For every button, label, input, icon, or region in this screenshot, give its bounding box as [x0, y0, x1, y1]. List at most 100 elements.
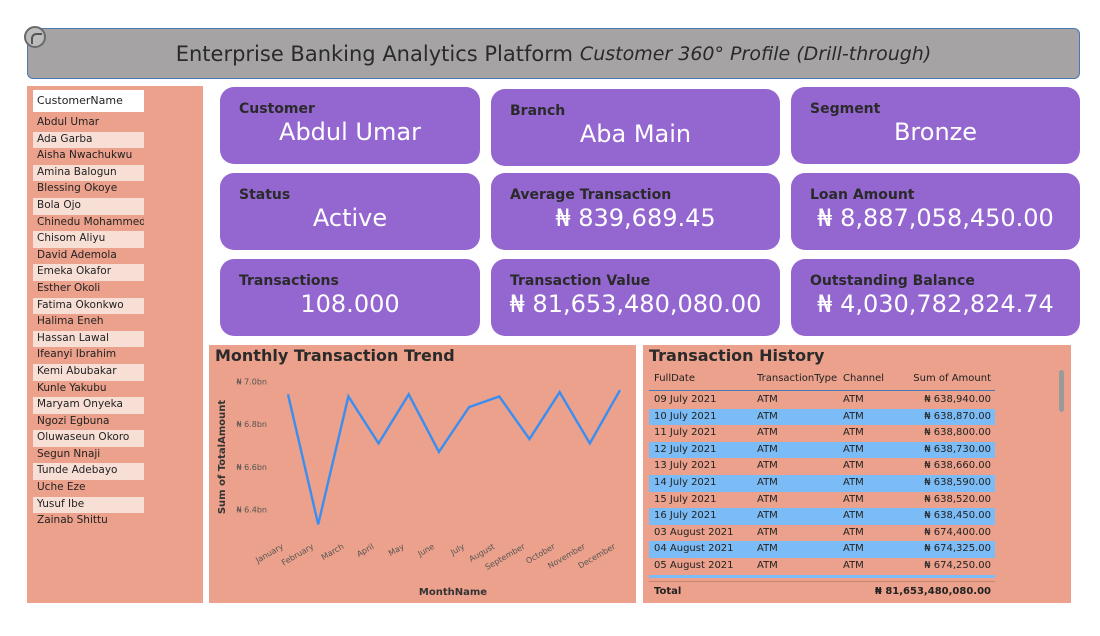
title-bar: Enterprise Banking Analytics Platform Cu… — [27, 28, 1080, 79]
line-chart-svg: ₦ 6.4bn₦ 6.6bn₦ 6.8bn₦ 7.0bnJanuaryFebru… — [217, 378, 623, 598]
card-average-transaction: Average Transaction ₦ 839,689.45 — [491, 173, 780, 250]
column-header[interactable]: TransactionType — [757, 373, 838, 384]
scrollbar[interactable] — [1058, 369, 1066, 601]
card-label: Segment — [810, 101, 881, 117]
column-header[interactable]: Sum of Amount — [913, 373, 991, 384]
data-point[interactable] — [315, 521, 321, 527]
data-point[interactable] — [617, 387, 623, 393]
slicer-item[interactable]: David Ademola — [37, 248, 117, 261]
x-tick-label: July — [448, 542, 466, 558]
card-status: Status Active — [220, 173, 480, 250]
card-label: Transaction Value — [510, 273, 651, 289]
data-point[interactable] — [406, 391, 412, 397]
table-cell: ATM — [843, 476, 864, 488]
slicer-item[interactable]: Chinedu Mohammed — [37, 215, 144, 228]
table-row[interactable]: 03 August 2021 ATM ATM ₦ 674,400.00 — [649, 525, 995, 542]
table-row[interactable]: 05 August 2021 ATM ATM ₦ 674,250.00 — [649, 558, 995, 575]
data-point[interactable] — [587, 440, 593, 446]
table-cell: ₦ 674,325.00 — [924, 543, 991, 555]
card-value: 108.000 — [300, 290, 400, 318]
column-header[interactable]: Channel — [843, 373, 885, 384]
slicer-item[interactable]: Ada Garba — [33, 131, 144, 149]
data-point[interactable] — [557, 389, 563, 395]
page-title: Enterprise Banking Analytics Platform — [175, 41, 573, 66]
refresh-icon[interactable] — [24, 26, 46, 48]
slicer-item[interactable]: Abdul Umar — [37, 116, 100, 128]
table-cell: ₦ 638,870.00 — [924, 410, 991, 422]
card-value: ₦ 4,030,782,824.74 — [817, 290, 1054, 318]
slicer-item[interactable]: Tunde Adebayo — [33, 463, 144, 481]
table-cell: ATM — [757, 427, 778, 439]
data-point[interactable] — [436, 449, 442, 455]
data-point[interactable] — [285, 391, 291, 397]
y-tick-label: ₦ 6.4bn — [236, 505, 267, 514]
table-cell: ATM — [757, 510, 778, 522]
slicer-item[interactable]: Fatima Okonkwo — [33, 297, 144, 315]
slicer-item[interactable]: Ifeanyi Ibrahim — [37, 348, 117, 361]
scrollbar-thumb[interactable] — [1059, 370, 1064, 412]
data-point[interactable] — [526, 436, 532, 442]
column-header[interactable]: FullDate — [654, 373, 696, 384]
data-point[interactable] — [376, 440, 382, 446]
data-point[interactable] — [345, 393, 351, 399]
table-row[interactable]: 13 July 2021 ATM ATM ₦ 638,660.00 — [649, 458, 995, 475]
slicer-item[interactable]: Emeka Okafor — [33, 264, 144, 281]
x-tick-label: April — [355, 542, 375, 559]
table-cell: ATM — [757, 410, 778, 422]
slicer-item[interactable]: Amina Balogun — [33, 164, 144, 182]
data-point[interactable] — [496, 393, 502, 399]
slicer-item[interactable]: Kemi Abubakar — [33, 363, 144, 381]
table-cell: ATM — [757, 443, 778, 455]
slicer-item[interactable]: Zainab Shittu — [37, 514, 108, 527]
table-row[interactable]: 11 July 2021 ATM ATM ₦ 638,800.00 — [649, 425, 995, 442]
table-row[interactable]: 14 July 2021 ATM ATM ₦ 638,590.00 — [649, 474, 995, 492]
slicer-item[interactable]: Segun Nnaji — [37, 447, 101, 460]
table-cell: ATM — [843, 493, 864, 505]
table-row[interactable]: 10 July 2021 ATM ATM ₦ 638,870.00 — [649, 408, 995, 426]
table-cell: ₦ 638,800.00 — [924, 427, 991, 439]
table-cell: ATM — [757, 559, 778, 571]
table-row[interactable]: 12 July 2021 ATM ATM ₦ 638,730.00 — [649, 441, 995, 459]
table-row[interactable]: 06 August 2021 ATM ATM ₦ 674,175.00 — [649, 574, 995, 578]
y-tick-label: ₦ 6.6bn — [236, 463, 267, 472]
table-cell: ₦ 674,175.00 — [924, 577, 991, 578]
table-cell: ATM — [757, 543, 778, 555]
table-cell: ₦ 638,730.00 — [924, 443, 991, 455]
table-row[interactable]: 04 August 2021 ATM ATM ₦ 674,325.00 — [649, 541, 995, 558]
card-value: Aba Main — [579, 120, 692, 148]
table-body: 09 July 2021 ATM ATM ₦ 638,940.00 10 July 20… — [649, 392, 995, 578]
x-tick-label: March — [320, 542, 346, 562]
table-cell: 15 July 2021 — [654, 493, 717, 505]
slicer-item[interactable]: Bola Ojo — [33, 197, 144, 215]
slicer-item[interactable]: Oluwaseun Okoro — [33, 430, 144, 447]
table-cell: 03 August 2021 — [654, 526, 734, 538]
card-label: Outstanding Balance — [810, 273, 975, 289]
card-loan-amount: Loan Amount ₦ 8,887,058,450.00 — [791, 173, 1080, 250]
slicer-item[interactable]: Hassan Lawal — [33, 330, 144, 348]
table-cell: ₦ 638,520.00 — [924, 493, 991, 505]
slicer-item[interactable]: Ngozi Egbuna — [37, 414, 110, 427]
data-point[interactable] — [466, 404, 472, 410]
slicer-item[interactable]: Maryam Onyeka — [33, 397, 144, 414]
slicer-item[interactable]: Esther Okoli — [37, 281, 101, 294]
table-row[interactable]: 09 July 2021 ATM ATM ₦ 638,940.00 — [649, 392, 995, 409]
slicer-item[interactable]: Kunle Yakubu — [37, 381, 107, 394]
table-cell: ATM — [843, 443, 864, 455]
slicer-item[interactable]: Yusuf Ibe — [33, 496, 144, 514]
slicer-item[interactable]: Chisom Aliyu — [33, 231, 144, 248]
table-cell: 13 July 2021 — [654, 460, 717, 472]
page-subtitle: Customer 360° Profile (Drill-through) — [579, 42, 932, 65]
table-cell: ATM — [757, 394, 778, 405]
chart-title: Monthly Transaction Trend — [215, 346, 455, 365]
x-axis-label: MonthName — [419, 587, 487, 598]
card-value: Active — [312, 204, 388, 232]
table-row[interactable]: 15 July 2021 ATM ATM ₦ 638,520.00 — [649, 492, 995, 509]
slicer-item[interactable]: Blessing Okoye — [37, 182, 118, 195]
table-row[interactable]: 16 July 2021 ATM ATM ₦ 638,450.00 — [649, 508, 995, 525]
slicer-item[interactable]: Uche Eze — [37, 481, 86, 494]
slicer-item[interactable]: Aisha Nwachukwu — [37, 149, 133, 162]
series-line[interactable] — [286, 389, 622, 525]
table-cell: ATM — [843, 460, 864, 472]
slicer-item[interactable]: Halima Eneh — [37, 315, 104, 328]
